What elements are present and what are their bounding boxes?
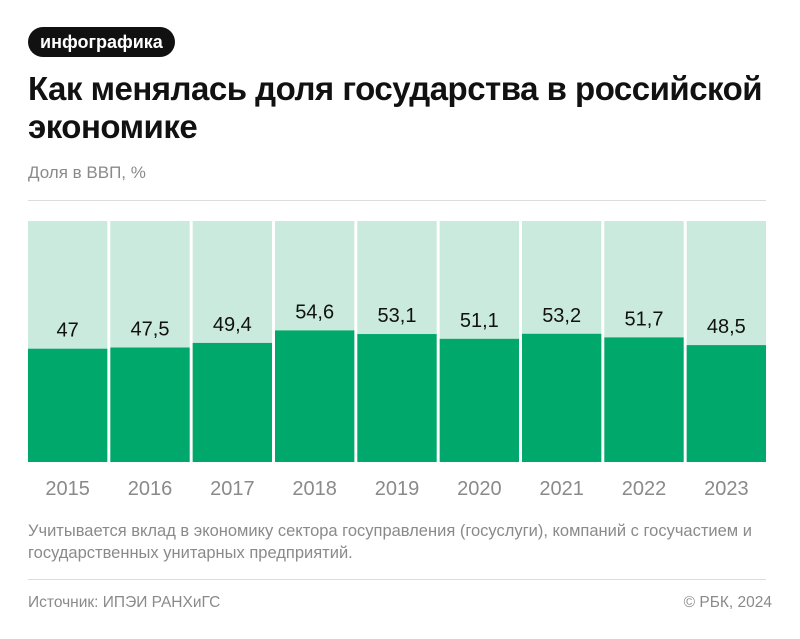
infographic-badge: инфографика	[28, 27, 175, 57]
x-tick-label-2016: 2016	[128, 478, 173, 500]
x-tick-label-2020: 2020	[457, 478, 502, 500]
x-tick-label-2017: 2017	[210, 478, 255, 500]
bar-2018	[275, 330, 355, 462]
bar-2020	[439, 338, 519, 462]
value-label-2023: 48,5	[707, 316, 746, 338]
x-tick-label-2019: 2019	[375, 478, 420, 500]
source-credit: Источник: ИПЭИ РАНХиГС	[28, 594, 221, 611]
methodology-note: Учитывается вклад в экономику сектора го…	[28, 522, 752, 562]
value-label-2019: 53,1	[378, 305, 417, 327]
bar-2015	[28, 348, 108, 462]
copyright: © РБК, 2024	[683, 594, 772, 611]
bar-2022	[604, 337, 684, 462]
x-tick-label-2018: 2018	[292, 478, 337, 500]
value-label-2015: 47	[57, 320, 79, 342]
value-label-2022: 51,7	[625, 308, 664, 330]
value-label-2017: 49,4	[213, 314, 252, 336]
x-tick-label-2021: 2021	[539, 478, 584, 500]
bar-2016	[110, 347, 190, 462]
bar-chart: 47 2015 47,5 2016 49,4 2017 54,6 2018 53,1 2019 51…	[28, 221, 766, 500]
x-tick-label-2015: 2015	[45, 478, 90, 500]
chart-subtitle: Доля в ВВП, %	[28, 163, 146, 182]
value-label-2020: 51,1	[460, 310, 499, 332]
x-tick-label-2022: 2022	[622, 478, 667, 500]
value-label-2016: 47,5	[131, 319, 170, 341]
bar-2017	[192, 342, 272, 462]
bar-2019	[357, 334, 437, 462]
bar-2023	[686, 345, 766, 462]
top-divider	[28, 200, 766, 201]
chart-title: Как менялась доля государства в российск…	[28, 70, 763, 145]
value-label-2021: 53,2	[542, 305, 581, 327]
value-label-2018: 54,6	[295, 301, 334, 323]
x-tick-label-2023: 2023	[704, 478, 749, 500]
bar-2021	[522, 333, 602, 462]
bottom-divider	[28, 579, 766, 580]
